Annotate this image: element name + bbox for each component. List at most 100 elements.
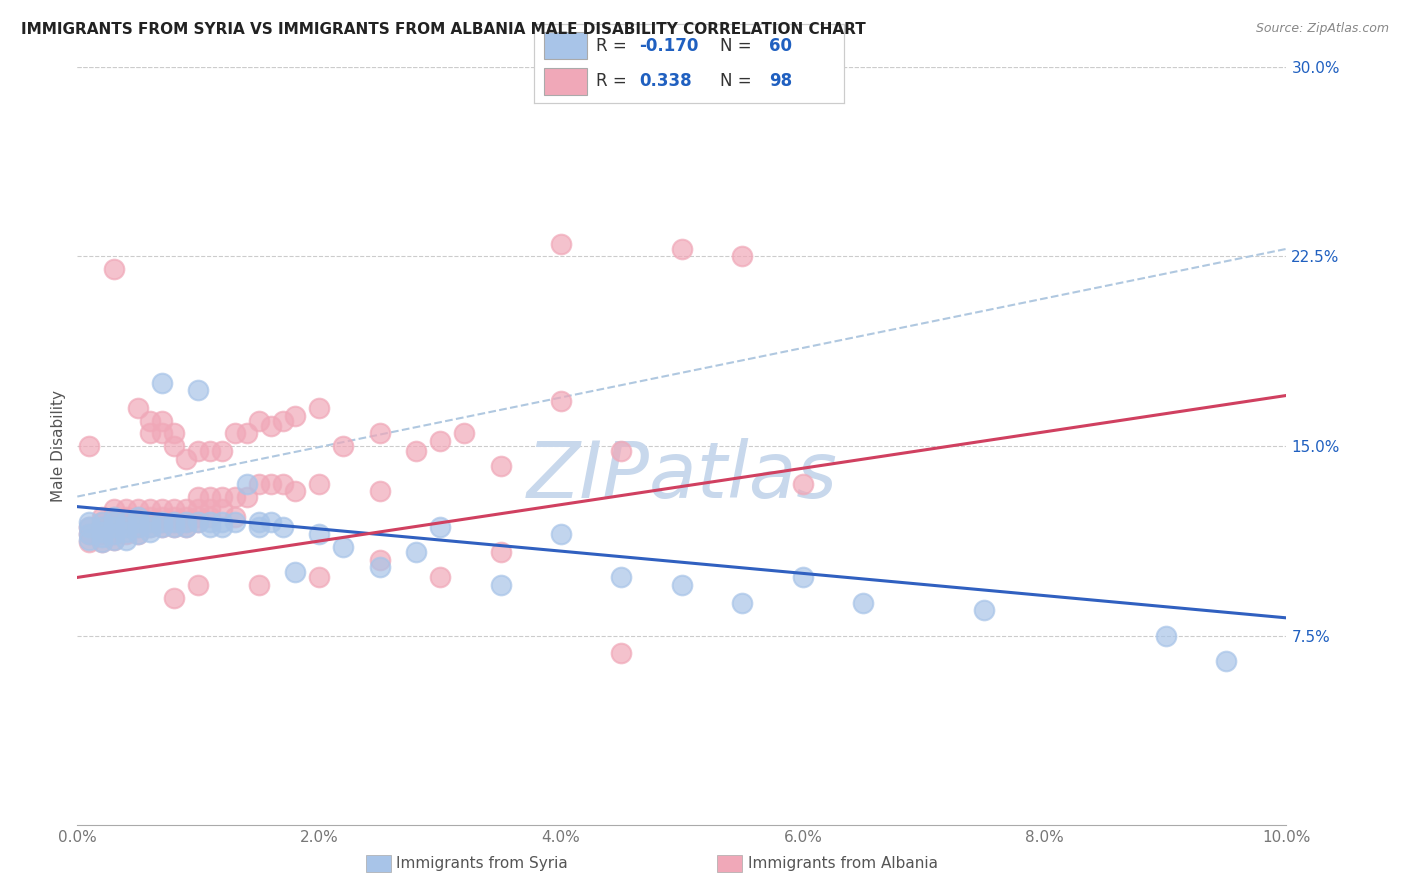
Point: [150, 502, 173, 516]
Point: [200, 502, 222, 516]
Point: [103, 527, 125, 541]
Point: [187, 444, 209, 458]
Text: Immigrants from Albania: Immigrants from Albania: [748, 856, 938, 871]
Point: [127, 502, 149, 516]
Point: [127, 509, 149, 524]
Text: Source: ZipAtlas.com: Source: ZipAtlas.com: [1256, 22, 1389, 36]
Point: [174, 520, 197, 534]
Point: [114, 524, 136, 539]
Text: R =: R =: [596, 71, 637, 89]
Point: [103, 509, 125, 524]
Point: [163, 426, 186, 441]
Point: [405, 545, 427, 559]
Point: [127, 527, 149, 541]
Y-axis label: Male Disability: Male Disability: [51, 390, 66, 502]
Point: [163, 502, 186, 516]
Point: [260, 476, 283, 491]
Point: [1215, 654, 1237, 668]
Point: [127, 520, 149, 534]
Point: [200, 490, 222, 504]
Point: [247, 476, 270, 491]
Point: [150, 515, 173, 529]
Point: [174, 502, 197, 516]
Point: [174, 509, 197, 524]
Point: [139, 524, 162, 539]
Point: [103, 502, 125, 516]
Point: [211, 444, 233, 458]
Point: [610, 570, 633, 584]
Point: [174, 515, 197, 529]
Point: [260, 418, 283, 433]
Point: [368, 560, 391, 574]
Point: [150, 426, 173, 441]
Point: [271, 476, 294, 491]
Point: [187, 509, 209, 524]
Point: [163, 515, 186, 529]
Point: [163, 591, 186, 605]
Point: [127, 515, 149, 529]
Point: [405, 444, 427, 458]
Text: R =: R =: [596, 37, 633, 55]
Point: [90, 527, 112, 541]
Point: [671, 578, 693, 592]
Point: [211, 502, 233, 516]
Point: [139, 502, 162, 516]
Point: [610, 444, 633, 458]
Point: [103, 533, 125, 547]
Point: [550, 527, 572, 541]
Point: [103, 527, 125, 541]
Point: [114, 502, 136, 516]
Point: [103, 520, 125, 534]
Point: [163, 515, 186, 529]
Point: [114, 520, 136, 534]
Point: [114, 509, 136, 524]
Point: [200, 515, 222, 529]
Text: IMMIGRANTS FROM SYRIA VS IMMIGRANTS FROM ALBANIA MALE DISABILITY CORRELATION CHA: IMMIGRANTS FROM SYRIA VS IMMIGRANTS FROM…: [21, 22, 866, 37]
Point: [308, 476, 330, 491]
Point: [139, 509, 162, 524]
Point: [139, 515, 162, 529]
Point: [90, 535, 112, 549]
Point: [114, 533, 136, 547]
Point: [163, 520, 186, 534]
Point: [79, 533, 101, 547]
Point: [79, 535, 101, 549]
Point: [235, 426, 257, 441]
Point: [127, 527, 149, 541]
Point: [368, 484, 391, 499]
Point: [150, 414, 173, 428]
Point: [103, 509, 125, 524]
Text: 60: 60: [769, 37, 793, 55]
Point: [671, 242, 693, 256]
Point: [332, 540, 354, 554]
Text: 98: 98: [769, 71, 793, 89]
Point: [90, 520, 112, 534]
Point: [187, 515, 209, 529]
Point: [731, 249, 754, 264]
Point: [139, 426, 162, 441]
Point: [211, 490, 233, 504]
Point: [235, 490, 257, 504]
Point: [247, 515, 270, 529]
Point: [308, 570, 330, 584]
Point: [79, 520, 101, 534]
Point: [792, 570, 814, 584]
Point: [332, 439, 354, 453]
Text: -0.170: -0.170: [640, 37, 699, 55]
Point: [114, 515, 136, 529]
Point: [852, 596, 875, 610]
Point: [247, 414, 270, 428]
Point: [127, 509, 149, 524]
Point: [973, 603, 995, 617]
Point: [103, 515, 125, 529]
Point: [150, 520, 173, 534]
Point: [90, 524, 112, 539]
Point: [174, 515, 197, 529]
Point: [224, 509, 246, 524]
Point: [200, 444, 222, 458]
FancyBboxPatch shape: [544, 68, 586, 95]
Point: [139, 520, 162, 534]
Point: [150, 509, 173, 524]
Point: [489, 578, 512, 592]
Point: [127, 401, 149, 416]
